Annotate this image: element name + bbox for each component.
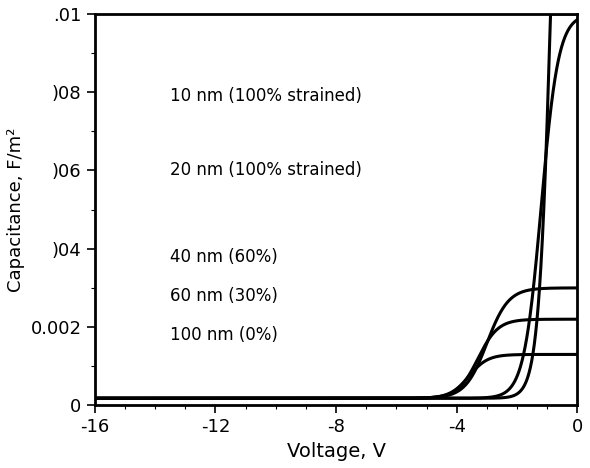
Text: 60 nm (30%): 60 nm (30%) xyxy=(170,287,278,305)
Text: 40 nm (60%): 40 nm (60%) xyxy=(170,248,278,265)
Text: 10 nm (100% strained): 10 nm (100% strained) xyxy=(170,87,362,105)
X-axis label: Voltage, V: Voltage, V xyxy=(287,442,385,461)
Text: 100 nm (0%): 100 nm (0%) xyxy=(170,326,278,344)
Y-axis label: Capacitance, F/m²: Capacitance, F/m² xyxy=(7,127,25,292)
Text: 20 nm (100% strained): 20 nm (100% strained) xyxy=(170,161,362,180)
